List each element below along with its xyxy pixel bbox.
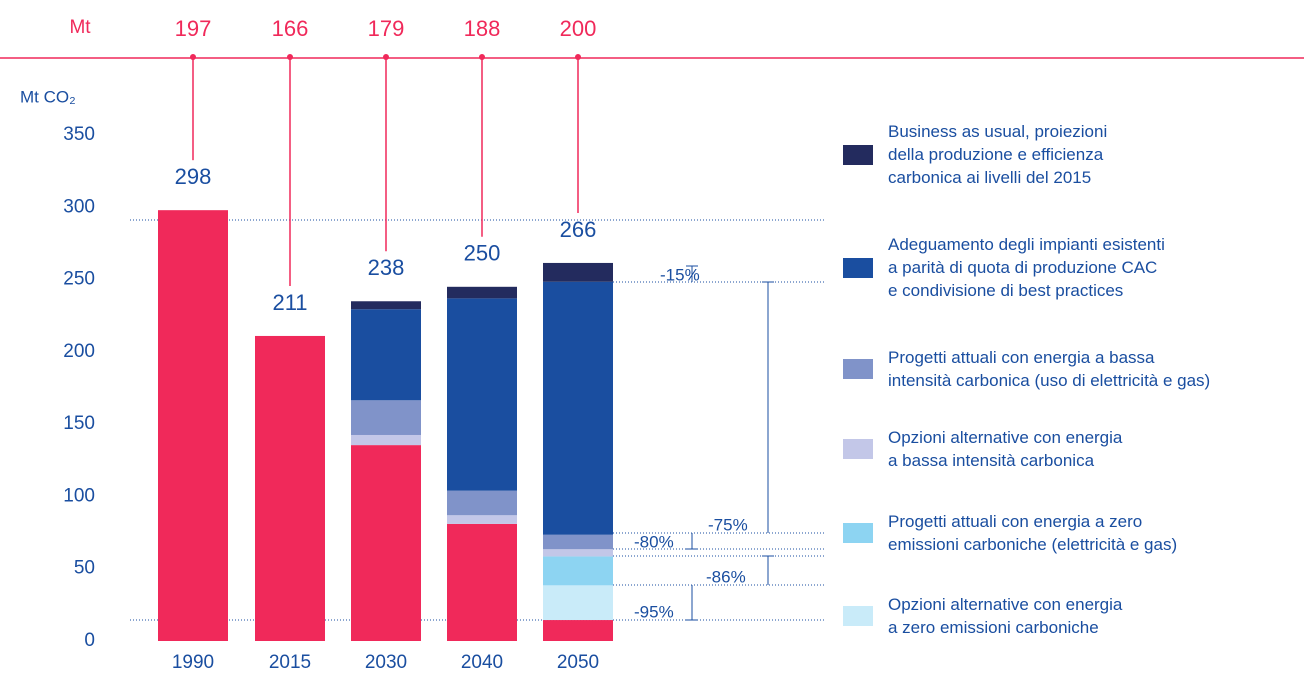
legend-swatch (843, 359, 873, 379)
bar-segment (351, 309, 421, 401)
bar-segment (543, 620, 613, 641)
total-label: 266 (560, 217, 597, 242)
bar-segment (447, 490, 517, 516)
bar-segment (543, 556, 613, 586)
x-tick-label: 1990 (172, 652, 214, 673)
connector-dot (287, 54, 293, 60)
legend-swatch (843, 523, 873, 543)
y-tick-label: 350 (63, 124, 95, 145)
y-tick-label: 150 (63, 413, 95, 434)
legend-swatch (843, 439, 873, 459)
legend-swatch (843, 144, 873, 165)
bar-segment (447, 515, 517, 524)
legend-label: Opzioni alternative con energia a zero e… (888, 595, 1123, 637)
legend-label: Opzioni alternative con energia a bassa … (888, 428, 1123, 470)
connector-dot (479, 54, 485, 60)
annotation: -80% (634, 532, 674, 551)
legend-swatch (843, 257, 873, 278)
x-tick-label: 2030 (365, 652, 407, 673)
legend-label: Progetti attuali con energia a zero emis… (888, 512, 1178, 554)
legend-swatch (843, 606, 873, 626)
total-label: 238 (368, 255, 405, 280)
bar-segment (447, 298, 517, 491)
top-value: 179 (368, 16, 405, 41)
annotation: -75% (708, 515, 748, 534)
bar-segment (351, 301, 421, 310)
total-label: 211 (272, 290, 307, 315)
bar-segment (543, 281, 613, 535)
bar-segment (543, 534, 613, 550)
total-label: 250 (464, 241, 501, 266)
y-tick-label: 200 (63, 341, 95, 362)
x-tick-label: 2050 (557, 652, 599, 673)
x-tick-label: 2040 (461, 652, 503, 673)
bar-segment (158, 210, 228, 642)
bar-segment (447, 286, 517, 299)
connector-dot (190, 54, 196, 60)
bar-segment (543, 549, 613, 557)
bar-segment (543, 262, 613, 282)
y-tick-label: 50 (74, 558, 95, 579)
y-tick-label: 0 (84, 630, 95, 651)
top-value: 197 (175, 16, 212, 41)
bar-segment (351, 434, 421, 446)
connector-dot (383, 54, 389, 60)
annotation-lines (613, 265, 825, 621)
y-tick-label: 250 (63, 269, 95, 290)
connector-dot (575, 54, 581, 60)
y-axis-label: Mt CO₂ (20, 87, 76, 106)
bar-segment (543, 585, 613, 621)
annotation: -95% (634, 602, 674, 621)
legend-label: Business as usual, proiezioni della prod… (888, 122, 1108, 187)
top-label: Mt (69, 17, 91, 38)
bar-segment (447, 523, 517, 641)
top-value: 200 (560, 16, 597, 41)
total-label: 298 (175, 164, 212, 189)
y-tick-label: 100 (63, 485, 95, 506)
bar-segment (351, 400, 421, 435)
y-tick-label: 300 (63, 196, 95, 217)
annotation: -86% (706, 567, 746, 586)
annotation: -15% (660, 265, 700, 284)
bar-segment (255, 335, 325, 641)
top-value: 188 (464, 16, 501, 41)
legend-label: Adeguamento degli impianti esistenti a p… (888, 235, 1165, 300)
x-tick-label: 2015 (269, 652, 311, 673)
legend-label: Progetti attuali con energia a bassa int… (888, 348, 1211, 390)
bar-segment (351, 445, 421, 641)
top-value: 166 (272, 16, 309, 41)
